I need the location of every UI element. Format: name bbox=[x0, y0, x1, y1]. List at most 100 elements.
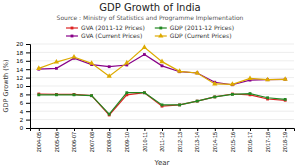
y-tick-label: 16 bbox=[16, 58, 23, 64]
y-tick-label: 6 bbox=[20, 100, 24, 106]
x-tick-label: 2014-15 bbox=[212, 132, 218, 152]
grid-line bbox=[30, 119, 294, 120]
series-line bbox=[39, 93, 285, 115]
legend-marker bbox=[71, 27, 74, 30]
y-tick: 8 bbox=[20, 92, 30, 98]
x-tick-label: 2013-14 bbox=[194, 132, 200, 152]
x-tick-label: 2005-06 bbox=[54, 132, 60, 152]
x-tick: 2013-14 bbox=[194, 128, 200, 152]
plot-area: 024681012141618202004-052005-062006-0720… bbox=[16, 41, 294, 152]
x-tick: 2009-10 bbox=[124, 128, 130, 152]
series-marker bbox=[195, 70, 200, 75]
grid-line bbox=[30, 77, 294, 78]
x-tick-label: 2015-16 bbox=[230, 132, 236, 152]
legend-label: GDP (2011-12 Prices) bbox=[170, 24, 234, 31]
series-marker bbox=[55, 93, 58, 96]
x-tick-mark bbox=[56, 128, 57, 131]
x-tick: 2008-09 bbox=[106, 128, 112, 152]
series-marker bbox=[159, 59, 164, 64]
x-tick-mark bbox=[92, 128, 93, 131]
series-line bbox=[39, 93, 285, 114]
y-tick: 10 bbox=[16, 83, 30, 89]
series-marker bbox=[90, 94, 93, 97]
x-tick: 2006-07 bbox=[71, 128, 77, 152]
x-tick: 2018-19 bbox=[282, 128, 288, 152]
x-tick-label: 2018-19 bbox=[282, 132, 288, 152]
x-tick-label: 2011-12 bbox=[159, 132, 165, 152]
title: GDP Growth of India bbox=[99, 2, 200, 13]
series-marker bbox=[196, 100, 199, 103]
y-tick-mark bbox=[26, 61, 30, 62]
y-tick: 4 bbox=[20, 109, 30, 115]
series-marker bbox=[108, 113, 111, 116]
x-tick-mark bbox=[162, 128, 163, 131]
x-tick: 2012-13 bbox=[177, 128, 183, 152]
series-marker bbox=[284, 98, 287, 101]
legend-item: GDP (Current Prices) bbox=[155, 32, 232, 39]
grid bbox=[30, 44, 294, 128]
series-marker bbox=[143, 91, 146, 94]
x-tick: 2004-05 bbox=[36, 128, 42, 152]
x-tick: 2016-17 bbox=[247, 128, 253, 152]
legend-label: GDP (Current Prices) bbox=[170, 32, 232, 39]
y-tick-mark bbox=[26, 86, 30, 87]
grid-line bbox=[30, 52, 294, 53]
grid-line bbox=[30, 69, 294, 70]
x-axis: 2004-05 2005-06 2006-07 2007-08 2008-09 2009-… bbox=[31, 128, 295, 152]
series-marker bbox=[266, 96, 269, 99]
x-tick-mark bbox=[250, 128, 251, 131]
legend-label: GVA (Current Prices) bbox=[81, 32, 142, 39]
series-marker bbox=[73, 93, 76, 96]
series-marker bbox=[283, 76, 288, 81]
x-tick-mark bbox=[39, 128, 40, 131]
legend-item: GVA (Current Prices) bbox=[66, 32, 142, 39]
y-tick-label: 4 bbox=[20, 109, 24, 115]
y-tick: 6 bbox=[20, 100, 30, 106]
y-tick: 20 bbox=[16, 41, 30, 47]
y-tick-mark bbox=[26, 52, 30, 53]
x-tick: 2005-06 bbox=[54, 128, 60, 152]
y-tick-label: 20 bbox=[16, 41, 23, 47]
series-marker bbox=[71, 54, 76, 59]
series-marker bbox=[177, 68, 182, 73]
y-axis: 02468101214161820 bbox=[16, 41, 30, 131]
legend-marker bbox=[158, 33, 163, 38]
series-marker bbox=[36, 65, 41, 70]
series-marker bbox=[108, 114, 111, 117]
series-marker bbox=[55, 93, 58, 96]
series-marker bbox=[142, 44, 147, 49]
x-tick-mark bbox=[74, 128, 75, 131]
series-marker bbox=[249, 92, 252, 95]
legend-swatch bbox=[66, 35, 78, 36]
series-marker bbox=[212, 81, 217, 86]
y-tick: 2 bbox=[20, 117, 30, 123]
series-marker bbox=[161, 64, 164, 67]
x-tick-mark bbox=[144, 128, 145, 131]
series-marker bbox=[178, 103, 181, 106]
x-tick-mark bbox=[109, 128, 110, 131]
series-marker bbox=[37, 93, 40, 96]
y-tick-label: 10 bbox=[16, 83, 23, 89]
grid-line bbox=[30, 44, 294, 45]
series-marker bbox=[73, 93, 76, 96]
series-marker bbox=[55, 67, 58, 70]
grid-line bbox=[30, 86, 294, 87]
x-tick: 2011-12 bbox=[159, 128, 165, 152]
legend-swatch bbox=[66, 27, 78, 28]
series-marker bbox=[37, 93, 40, 96]
x-tick: 2007-08 bbox=[89, 128, 95, 152]
series-marker bbox=[265, 77, 270, 82]
series-marker bbox=[284, 99, 287, 102]
x-tick-label: 2008-09 bbox=[106, 132, 112, 152]
y-tick-label: 12 bbox=[16, 75, 23, 81]
chart: GDP Growth of IndiaSource : Ministry of … bbox=[0, 0, 300, 168]
legend-label: GVA (2011-12 Prices) bbox=[81, 24, 145, 31]
legend-swatch bbox=[155, 27, 167, 28]
y-tick-mark bbox=[26, 78, 30, 79]
y-tick-mark bbox=[26, 44, 30, 45]
y-tick: 14 bbox=[16, 67, 30, 73]
series-marker bbox=[143, 53, 146, 56]
series-marker bbox=[90, 94, 93, 97]
y-tick-mark bbox=[26, 111, 30, 112]
series-line bbox=[39, 55, 285, 85]
